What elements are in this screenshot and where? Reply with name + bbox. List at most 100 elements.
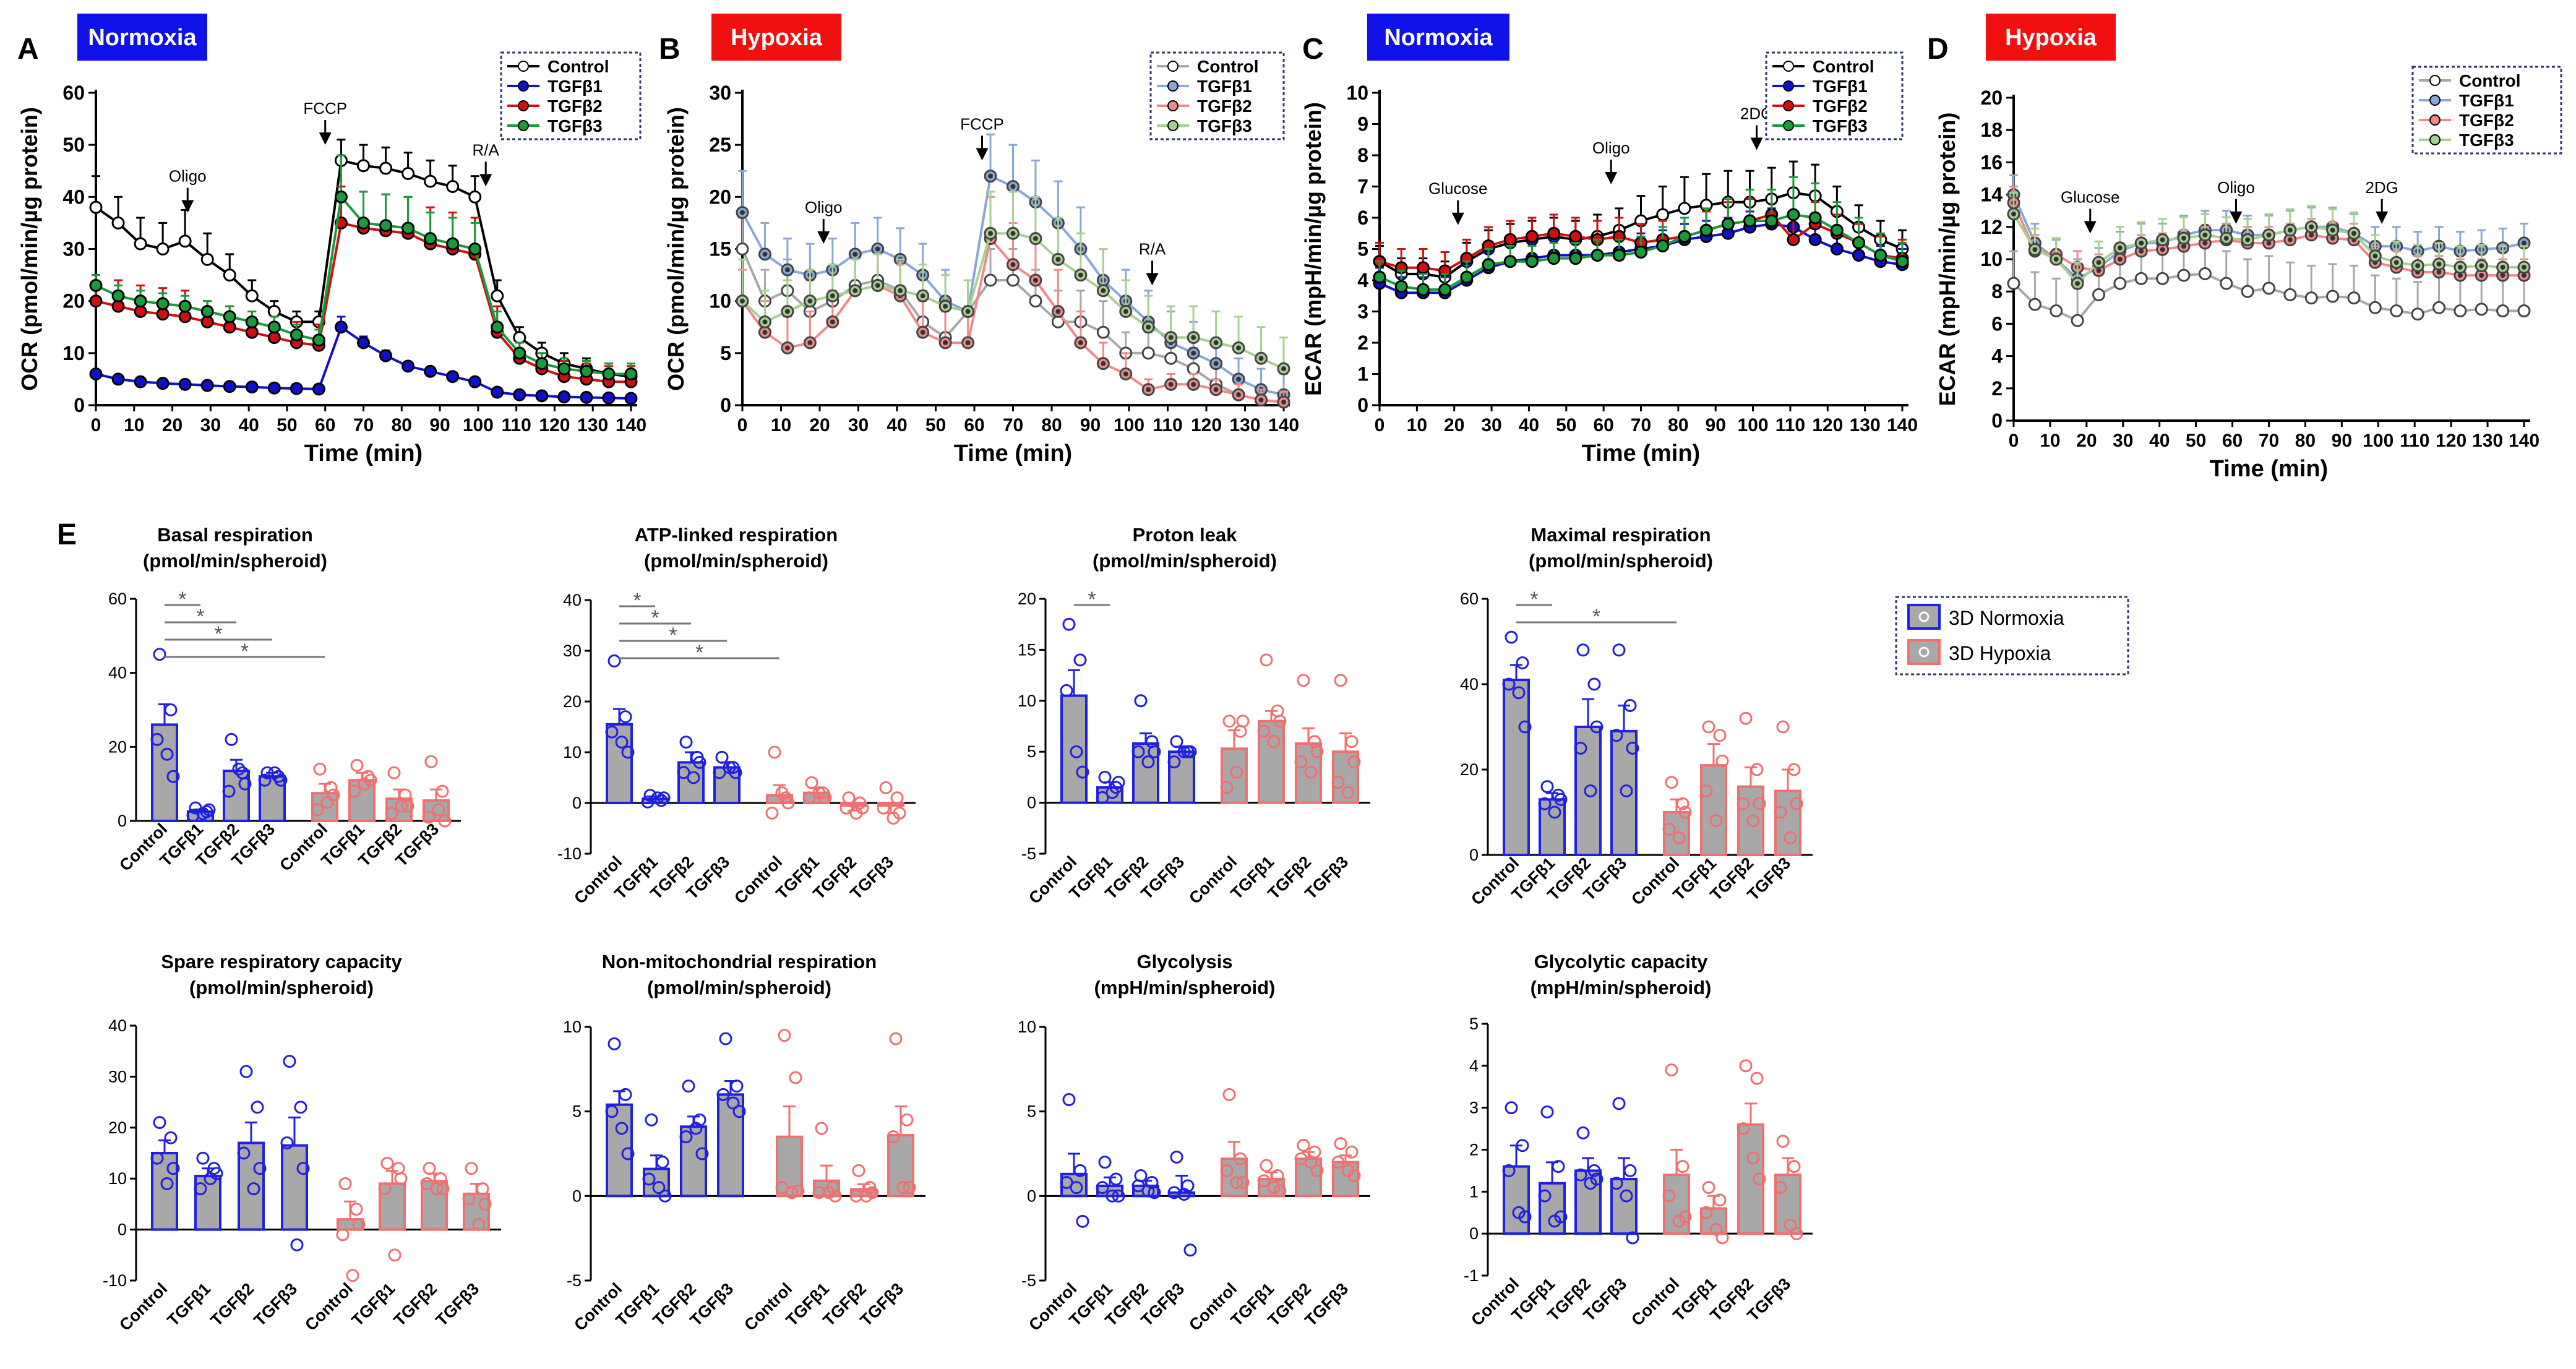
replicate-point	[1310, 745, 1324, 758]
annotation-arrow-head	[1451, 212, 1464, 225]
replicate-point	[815, 1122, 828, 1135]
replicate-point	[313, 762, 327, 776]
replicate-point	[621, 745, 635, 759]
replicate-point	[296, 1162, 310, 1175]
bar	[1168, 750, 1195, 804]
data-point	[1678, 230, 1691, 243]
replicate-point	[1737, 797, 1750, 810]
bar	[1132, 742, 1159, 804]
x-tick-label: 50	[2186, 431, 2206, 451]
replicate-point	[1626, 1231, 1639, 1245]
legend-marker	[2429, 114, 2441, 126]
data-point	[1852, 236, 1866, 249]
replicate-point	[822, 1186, 836, 1199]
replicate-point	[164, 703, 178, 716]
replicate-point	[1610, 1177, 1623, 1190]
replicate-point	[438, 814, 452, 828]
replicate-point	[1662, 1189, 1676, 1203]
y-tick-label: 10	[1018, 692, 1036, 710]
data-point	[1503, 233, 1517, 246]
replicate-point	[1672, 831, 1686, 844]
replicate-point	[687, 771, 700, 784]
x-tick-label: 60	[964, 415, 984, 436]
replicate-point	[889, 1032, 903, 1045]
data-point-core	[1236, 392, 1242, 398]
data-point-core	[2032, 247, 2038, 252]
replicate-point	[465, 1162, 478, 1175]
legend-marker	[1167, 80, 1179, 92]
data-point	[245, 315, 259, 328]
data-point	[1547, 252, 1561, 265]
y-tick-label: 16	[1980, 151, 2003, 173]
x-tick-label: 70	[353, 415, 374, 436]
replicate-point	[247, 1182, 260, 1196]
x-tick-label: 140	[2509, 431, 2540, 451]
legend-label: TGFβ2	[2459, 111, 2514, 130]
legend-label: TGFβ1	[1197, 77, 1252, 96]
x-tick-label: 40	[238, 415, 259, 436]
data-point	[223, 380, 236, 393]
replicate-point	[652, 1181, 666, 1195]
replicate-point	[1236, 1175, 1250, 1189]
data-point-core	[920, 293, 925, 299]
bar-subtitle-1: (pmol/min/spheroid)	[143, 550, 327, 572]
bar-title-5: Spare respiratory capacity	[161, 951, 402, 972]
replicate-point	[812, 1186, 826, 1199]
significance-star: *	[196, 605, 204, 629]
significance-star: *	[1592, 605, 1600, 629]
replicate-point	[1784, 1219, 1797, 1232]
data-point	[424, 174, 437, 188]
data-point	[1547, 226, 1561, 240]
replicate-point	[1587, 677, 1601, 691]
replicate-point	[1271, 1169, 1284, 1183]
replicate-point	[879, 781, 893, 794]
replicate-point	[1070, 1181, 1083, 1195]
data-point	[2517, 304, 2531, 318]
x-axis-label: Time (min)	[1582, 440, 1700, 466]
x-tick-label: 50	[277, 415, 297, 436]
y-tick-label: 4	[1357, 269, 1368, 291]
replicate-point	[1587, 1164, 1601, 1177]
data-point-core	[2309, 224, 2314, 230]
data-point-core	[2139, 240, 2144, 246]
data-point	[1874, 249, 1887, 262]
replicate-point	[432, 803, 445, 817]
series-TGFβ3	[2007, 192, 2531, 290]
data-point-core	[2457, 273, 2463, 278]
bar	[1663, 1174, 1690, 1235]
data-point	[2177, 268, 2191, 282]
y-tick-label: 0	[1991, 410, 2003, 432]
data-point	[1808, 233, 1822, 246]
data-point	[357, 159, 370, 173]
data-point	[2454, 304, 2467, 318]
y-tick-label: 7	[1357, 176, 1368, 198]
y-axis-label: ECAR (mpH/min/µg protein)	[1934, 113, 1960, 406]
x-tick-label: 120	[1812, 415, 1843, 436]
bar-legend-label-normoxia: 3D Normoxia	[1949, 607, 2064, 629]
x-tick-label: 110	[501, 415, 531, 436]
y-tick-label: 0	[720, 394, 731, 416]
data-point-core	[2500, 273, 2505, 278]
replicate-point	[726, 1096, 740, 1110]
replicate-point	[1518, 720, 1532, 734]
data-point	[2113, 277, 2127, 290]
replicate-point	[225, 732, 238, 746]
replicate-point	[348, 784, 361, 798]
data-point	[1721, 217, 1735, 231]
replicate-point	[1540, 780, 1554, 794]
replicate-point	[1297, 1138, 1310, 1152]
replicate-point	[890, 791, 904, 805]
bar-subtitle-7: (mpH/min/spheroid)	[1094, 977, 1276, 998]
data-point-core	[784, 309, 790, 314]
x-tick-label: 90	[2332, 431, 2352, 451]
data-point-core	[965, 309, 971, 314]
replicate-point	[765, 806, 779, 820]
data-point	[401, 166, 415, 180]
bar-legend-swatch-normoxia	[1907, 604, 1941, 630]
replicate-point	[1626, 742, 1639, 755]
bar-title-8: Glycolytic capacity	[1534, 951, 1709, 972]
replicate-point	[385, 807, 398, 820]
replicate-point	[1170, 1150, 1183, 1164]
replicate-point	[238, 777, 252, 791]
replicate-point	[1334, 674, 1347, 687]
